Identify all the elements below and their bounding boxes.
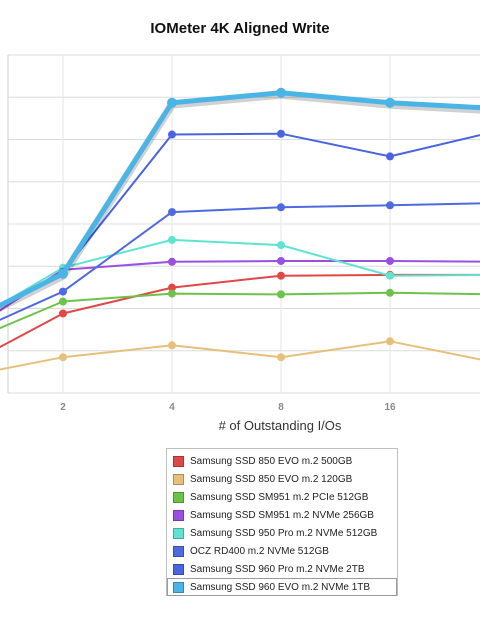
x-tick-layer: 2 4 8 16: [60, 402, 396, 413]
legend-label: Samsung SSD SM951 m.2 PCIe 512GB: [190, 491, 369, 503]
series-2: [0, 288, 480, 330]
data-point[interactable]: [58, 268, 68, 279]
x-tick-label: 8: [278, 402, 284, 413]
series-0: [0, 270, 480, 349]
x-tick-label: 4: [169, 402, 175, 413]
data-point[interactable]: [168, 257, 176, 266]
data-point[interactable]: [59, 297, 67, 306]
data-point[interactable]: [386, 288, 394, 297]
series-4: [0, 235, 480, 306]
series-line: [0, 260, 480, 312]
data-point[interactable]: [277, 241, 285, 250]
series-shadow: [0, 90, 480, 312]
data-point[interactable]: [167, 97, 177, 108]
legend-swatch: [173, 509, 184, 521]
legend-label: Samsung SSD 960 EVO m.2 NVMe 1TB: [190, 581, 371, 593]
data-point[interactable]: [386, 271, 394, 280]
data-point[interactable]: [386, 337, 394, 346]
legend-label: Samsung SSD 850 EVO m.2 120GB: [190, 473, 353, 485]
data-point[interactable]: [168, 130, 176, 139]
grid-layer: [7, 54, 480, 394]
data-point[interactable]: [168, 341, 176, 350]
x-axis-title: # of Outstanding I/Os: [218, 418, 342, 433]
data-point[interactable]: [276, 87, 286, 98]
x-tick-label: 2: [60, 402, 66, 413]
legend-item[interactable]: Samsung SSD 960 Pro m.2 NVMe 2TB: [167, 560, 397, 578]
data-point[interactable]: [59, 309, 67, 318]
series-line: [0, 238, 480, 306]
data-point[interactable]: [277, 129, 285, 138]
series-1: [0, 337, 480, 371]
series-layer: [0, 87, 480, 371]
data-point[interactable]: [59, 287, 67, 296]
series-line: [0, 202, 480, 321]
x-tick-label: 16: [384, 402, 396, 413]
data-point[interactable]: [59, 353, 67, 362]
legend: Samsung SSD 850 EVO m.2 500GB Samsung SSD…: [166, 448, 398, 596]
legend-item[interactable]: Samsung SSD 850 EVO m.2 120GB: [167, 470, 397, 488]
legend-label: Samsung SSD 950 Pro m.2 NVMe 512GB: [190, 527, 378, 539]
series-line: [0, 291, 480, 330]
data-point[interactable]: [168, 283, 176, 292]
data-point[interactable]: [277, 290, 285, 299]
legend-label: Samsung SSD SM951 m.2 NVMe 256GB: [190, 509, 374, 521]
data-point[interactable]: [168, 208, 176, 217]
legend-item[interactable]: Samsung SSD 950 Pro m.2 NVMe 512GB: [167, 524, 397, 542]
data-point[interactable]: [386, 152, 394, 161]
series-line: [0, 273, 480, 349]
legend-swatch: [173, 455, 184, 467]
legend-swatch: [173, 545, 184, 557]
chart-title: IOMeter 4K Aligned Write: [150, 20, 330, 37]
legend-item[interactable]: Samsung SSD SM951 m.2 NVMe 256GB: [167, 506, 397, 524]
data-point[interactable]: [277, 203, 285, 212]
series-line: [0, 340, 480, 371]
series-5: [0, 201, 480, 321]
series-line: [0, 90, 480, 309]
legend-swatch: [173, 491, 184, 503]
data-point[interactable]: [277, 256, 285, 265]
legend-label: OCZ RD400 m.2 NVMe 512GB: [190, 545, 329, 557]
legend-item[interactable]: Samsung SSD 850 EVO m.2 500GB: [167, 452, 397, 470]
legend-swatch: [173, 581, 184, 593]
legend-item[interactable]: Samsung SSD 960 EVO m.2 NVMe 1TB: [167, 578, 397, 596]
legend-swatch: [173, 563, 184, 575]
data-point[interactable]: [168, 289, 176, 298]
legend-item[interactable]: OCZ RD400 m.2 NVMe 512GB: [167, 542, 397, 560]
legend-label: Samsung SSD 960 Pro m.2 NVMe 2TB: [190, 563, 365, 575]
data-point[interactable]: [277, 353, 285, 362]
data-point[interactable]: [386, 256, 394, 265]
data-point[interactable]: [277, 271, 285, 280]
legend-item[interactable]: Samsung SSD SM951 m.2 PCIe 512GB: [167, 488, 397, 506]
legend-swatch: [173, 473, 184, 485]
data-point[interactable]: [168, 235, 176, 244]
legend-label: Samsung SSD 850 EVO m.2 500GB: [190, 455, 353, 467]
legend-swatch: [173, 527, 184, 539]
series-7: [0, 87, 480, 312]
data-point[interactable]: [386, 201, 394, 210]
data-point[interactable]: [385, 97, 395, 108]
